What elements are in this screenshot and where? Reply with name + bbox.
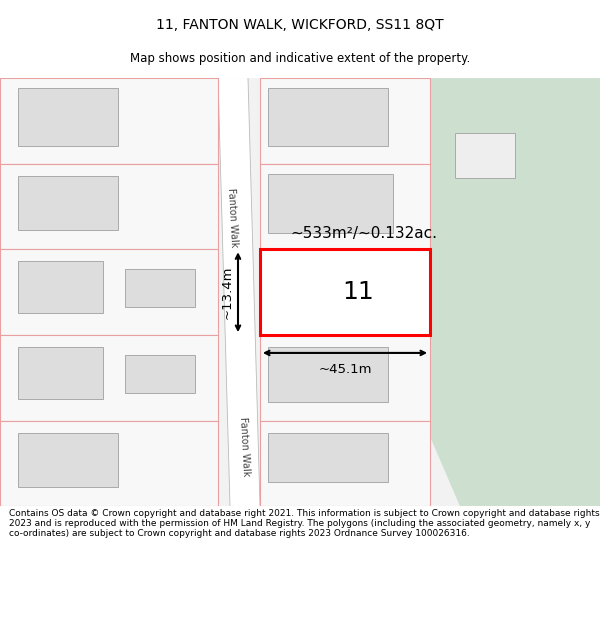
Text: ~45.1m: ~45.1m — [318, 363, 372, 376]
Bar — [260, 249, 430, 335]
Bar — [18, 432, 118, 488]
Bar — [0, 78, 218, 164]
Polygon shape — [430, 78, 600, 506]
Bar — [268, 432, 388, 482]
Text: Map shows position and indicative extent of the property.: Map shows position and indicative extent… — [130, 52, 470, 65]
Bar — [268, 88, 388, 146]
Text: ~13.4m: ~13.4m — [221, 266, 234, 319]
Text: Fanton Walk: Fanton Walk — [226, 188, 239, 248]
Polygon shape — [218, 78, 260, 506]
Bar — [125, 355, 195, 392]
Bar — [268, 174, 393, 234]
Text: Contains OS data © Crown copyright and database right 2021. This information is : Contains OS data © Crown copyright and d… — [9, 509, 599, 538]
Bar — [0, 335, 218, 421]
Bar — [0, 249, 218, 335]
Bar — [260, 335, 430, 421]
Bar — [18, 88, 118, 146]
Bar — [260, 421, 430, 506]
Bar — [0, 421, 218, 506]
Bar — [18, 261, 103, 313]
Bar — [125, 269, 195, 307]
Text: Fanton Walk: Fanton Walk — [238, 416, 251, 476]
Bar — [270, 271, 332, 311]
Bar — [455, 133, 515, 178]
Bar — [18, 176, 118, 231]
Bar — [18, 347, 103, 399]
Text: 11: 11 — [343, 280, 374, 304]
Bar — [260, 78, 430, 164]
Bar — [268, 347, 388, 402]
Text: 11, FANTON WALK, WICKFORD, SS11 8QT: 11, FANTON WALK, WICKFORD, SS11 8QT — [156, 18, 444, 32]
Bar — [260, 164, 430, 249]
Bar — [0, 164, 218, 249]
Text: ~533m²/~0.132ac.: ~533m²/~0.132ac. — [290, 226, 437, 241]
